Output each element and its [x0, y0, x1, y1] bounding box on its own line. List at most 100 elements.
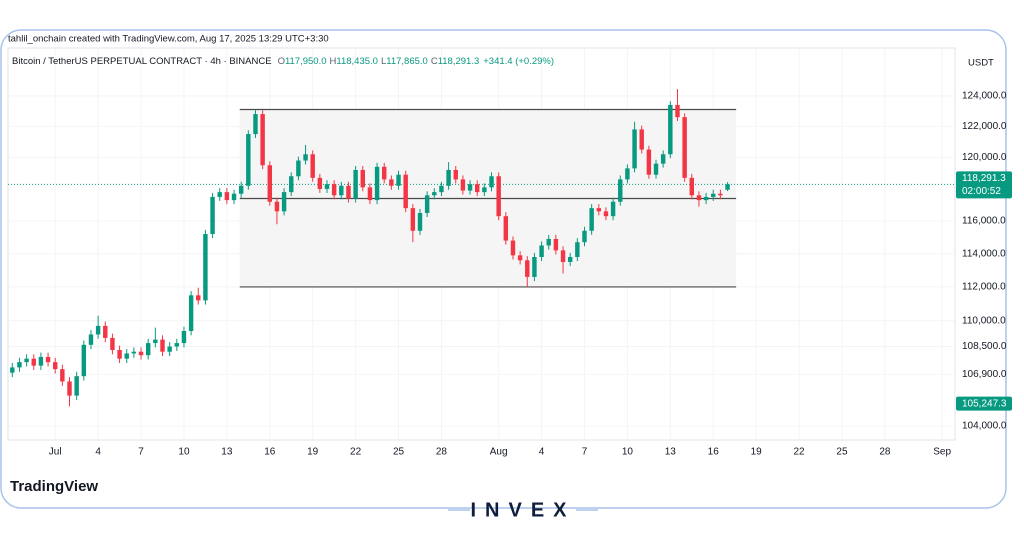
- candle-body: [296, 160, 301, 177]
- ohlc-key: O: [278, 56, 285, 67]
- x-tick-label: 19: [751, 447, 763, 458]
- candle-body: [453, 169, 458, 180]
- candle-body: [203, 234, 208, 301]
- candle-body: [67, 381, 72, 396]
- candle-body: [546, 238, 551, 246]
- x-tick-label: 4: [95, 447, 101, 458]
- candle-body: [668, 104, 673, 155]
- y-tick-label: 114,000.0: [962, 248, 1006, 259]
- x-tick-label: 7: [582, 447, 588, 458]
- candle-body: [396, 174, 401, 186]
- candle-body: [181, 331, 187, 344]
- candle-body: [689, 177, 695, 196]
- candle-body: [539, 245, 544, 257]
- candle-body: [696, 195, 702, 201]
- x-tick-label: Jul: [49, 447, 62, 458]
- candle-body: [467, 184, 473, 191]
- y-tick-label: 108,500.0: [962, 341, 1007, 352]
- candle-body: [417, 212, 423, 231]
- frame: [0, 29, 1007, 509]
- candle-body: [510, 240, 516, 256]
- candle-body: [675, 104, 680, 118]
- candle-body: [653, 163, 659, 175]
- candle-body: [210, 196, 215, 235]
- candle-body: [246, 134, 251, 186]
- candle-body: [532, 256, 537, 277]
- x-tick-label: Sep: [933, 447, 951, 458]
- candle-body: [725, 184, 730, 190]
- candle-body: [618, 179, 623, 202]
- candle-body: [424, 195, 430, 213]
- ohlc-value: 117,950.0: [285, 56, 327, 67]
- y-tick-label: 110,000.0: [962, 315, 1006, 326]
- x-tick-label: 28: [879, 447, 891, 458]
- x-tick-label: 28: [436, 447, 448, 458]
- candle-body: [103, 325, 108, 338]
- candle-body: [52, 362, 58, 370]
- change: +341.4 (+0.29%): [483, 56, 554, 67]
- ohlc-value: 118,291.3: [438, 56, 480, 67]
- candle-body: [224, 192, 230, 201]
- candle-body: [303, 154, 308, 161]
- x-tick-label: 22: [350, 447, 362, 458]
- candle-body: [38, 356, 44, 366]
- candle-body: [703, 196, 709, 201]
- candle-body: [582, 230, 587, 243]
- candle-body: [45, 356, 51, 363]
- candle-body: [88, 334, 94, 345]
- candle-body: [660, 154, 666, 164]
- candle-body: [489, 176, 494, 188]
- candle-body: [324, 184, 330, 189]
- x-tick-label: 10: [622, 447, 634, 458]
- candle-body: [174, 343, 180, 347]
- y-tick-label: 120,000.0: [962, 152, 1007, 163]
- price-marker-label: 105,247.3: [962, 398, 1007, 409]
- candle-body: [360, 169, 365, 188]
- candle-body: [682, 117, 687, 178]
- candle-body: [24, 358, 29, 363]
- candle-body: [160, 339, 165, 352]
- currency: USDT: [968, 58, 994, 69]
- candle-body: [260, 114, 265, 166]
- candle-body: [389, 179, 394, 186]
- y-tick-label: 116,000.0: [962, 216, 1006, 227]
- x-tick-label: 16: [708, 447, 720, 458]
- candle-body: [639, 129, 644, 150]
- candle-body: [346, 185, 351, 199]
- candle-body: [589, 208, 594, 231]
- y-tick-label: 104,000.0: [962, 421, 1007, 432]
- candle-body: [496, 176, 501, 217]
- ohlc-key: L: [381, 56, 386, 67]
- candle-body: [196, 295, 201, 301]
- x-tick-label: 22: [794, 447, 806, 458]
- x-tick-label: 4: [539, 447, 545, 458]
- x-tick-label: 25: [836, 447, 848, 458]
- candle-body: [167, 346, 172, 352]
- y-tick-label: 124,000.0: [962, 90, 1007, 101]
- candle-body: [339, 185, 344, 196]
- x-tick-label: Aug: [490, 447, 508, 458]
- candle-body: [718, 193, 723, 196]
- candle-body: [560, 250, 566, 262]
- candle-body: [503, 216, 509, 241]
- y-tick-label: 106,900.0: [962, 369, 1007, 380]
- candle-body: [382, 166, 387, 180]
- candle-body: [10, 367, 15, 373]
- candle-body: [553, 238, 559, 251]
- candle-body: [403, 174, 408, 209]
- ohlc-value: 117,865.0: [386, 56, 428, 67]
- candle-body: [331, 184, 337, 196]
- x-tick-label: 7: [138, 447, 144, 458]
- candle-body: [625, 168, 630, 180]
- countdown: 02:00:52: [962, 186, 1001, 197]
- candle-body: [117, 349, 122, 359]
- candle-body: [274, 201, 280, 212]
- candle-body: [646, 149, 652, 175]
- candle-body: [217, 192, 222, 197]
- last-price-box: [956, 171, 1012, 199]
- candle-body: [31, 358, 36, 366]
- candle-body: [474, 184, 480, 193]
- candle-body: [238, 185, 244, 194]
